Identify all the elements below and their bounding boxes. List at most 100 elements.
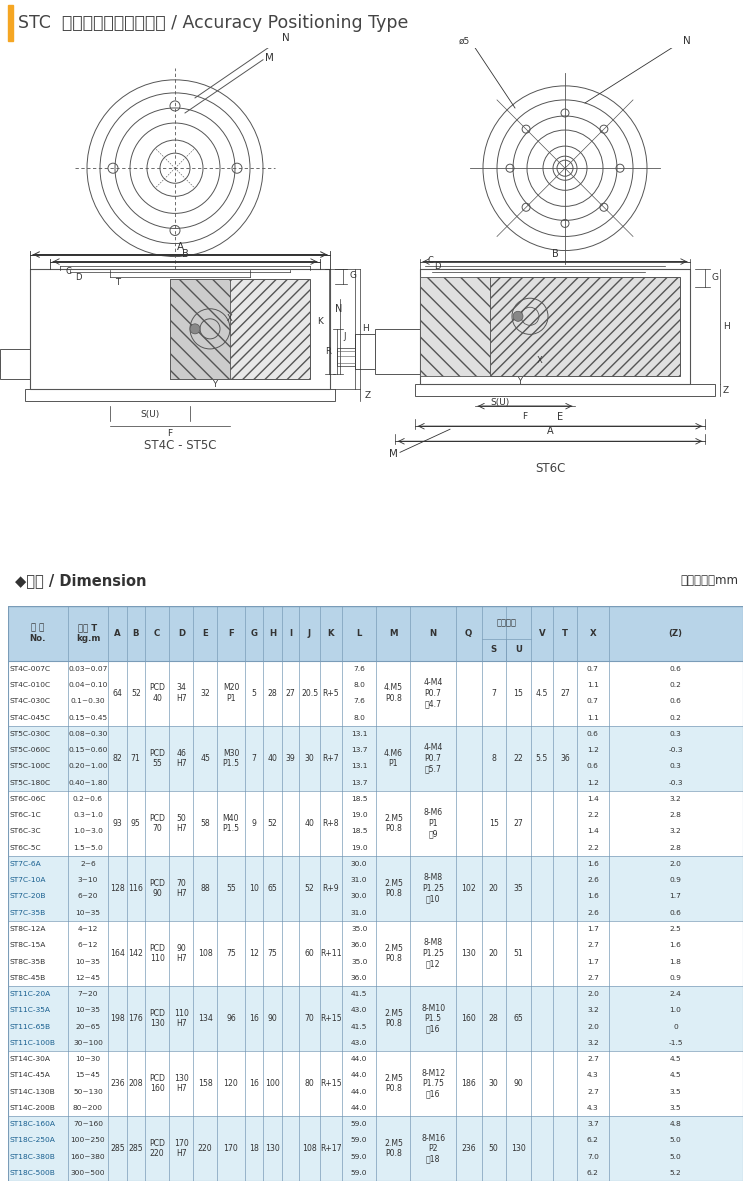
Text: 35.0: 35.0 [351,926,368,932]
Text: 70
H7: 70 H7 [176,879,187,898]
Text: 2.M5
P0.8: 2.M5 P0.8 [384,1139,403,1158]
Text: ST6C-06C: ST6C-06C [10,796,46,802]
Text: 34
H7: 34 H7 [176,684,187,703]
Text: M20
P1: M20 P1 [223,684,239,703]
Text: Y: Y [518,377,523,385]
Text: 3.2: 3.2 [587,1040,598,1046]
Text: 2.2: 2.2 [587,812,598,818]
Text: 70~160: 70~160 [73,1121,103,1127]
Text: A: A [176,241,184,252]
Text: ST5C-030C: ST5C-030C [10,731,51,737]
Text: 0.6: 0.6 [670,910,682,916]
Text: 4.M5
P0.8: 4.M5 P0.8 [384,684,403,703]
Text: ◆尺寸 / Dimension: ◆尺寸 / Dimension [15,574,146,588]
Text: 220: 220 [198,1144,212,1154]
Text: 59.0: 59.0 [351,1170,368,1176]
Text: Z: Z [365,390,371,400]
Text: 110
H7: 110 H7 [174,1009,189,1028]
Text: 0.15~0.60: 0.15~0.60 [68,747,108,753]
Bar [490,277,680,376]
Bar [8,5,13,41]
Text: 4.8: 4.8 [670,1121,682,1127]
Text: 82: 82 [112,754,122,762]
Text: 6.2: 6.2 [587,1137,598,1143]
Text: K: K [317,317,323,326]
Text: 16: 16 [249,1014,259,1022]
Text: X: X [537,357,543,365]
Text: N: N [282,32,290,43]
Text: H: H [723,322,730,330]
Text: 0.7: 0.7 [587,666,598,672]
Bar [375,329,420,375]
Bar [8,791,742,855]
Text: 6.2: 6.2 [587,1170,598,1176]
Text: 2.7: 2.7 [587,942,598,948]
Text: S: S [490,645,496,654]
Text: E: E [557,413,563,422]
Text: 扭力 T
kg.m: 扭力 T kg.m [76,624,100,643]
Text: 170: 170 [224,1144,238,1154]
Text: 4.3: 4.3 [587,1105,598,1111]
Text: 44.0: 44.0 [351,1056,368,1062]
Text: ST14C-200B: ST14C-200B [10,1105,56,1111]
Text: C: C [427,255,433,265]
Text: 5.2: 5.2 [670,1170,682,1176]
Text: A: A [114,629,121,638]
Text: 198: 198 [110,1014,125,1022]
Text: 4-M4
P0.7
深4.7: 4-M4 P0.7 深4.7 [424,679,442,709]
Text: ST4C-030C: ST4C-030C [10,698,51,704]
Text: 12: 12 [249,948,259,958]
Text: 164: 164 [110,948,125,958]
Text: 2.0: 2.0 [670,861,682,867]
Text: PCD
160: PCD 160 [149,1074,165,1093]
Text: 7.6: 7.6 [353,666,365,672]
Text: 13.7: 13.7 [351,747,368,753]
Text: 1.0: 1.0 [670,1007,682,1013]
Text: 6~12: 6~12 [78,942,98,948]
Text: 30.0: 30.0 [351,861,368,867]
Text: 96: 96 [226,1014,236,1022]
Text: 208: 208 [128,1078,143,1088]
Text: 1.1: 1.1 [587,682,598,688]
Text: G: G [712,273,719,282]
Text: X: X [227,314,232,323]
Text: 8-M16
P2
深18: 8-M16 P2 深18 [421,1133,446,1163]
Text: 2.6: 2.6 [587,910,598,916]
Text: ST7C-35B: ST7C-35B [10,910,46,916]
Text: 134: 134 [198,1014,213,1022]
Text: R+9: R+9 [322,884,339,892]
Text: R+7: R+7 [322,754,339,762]
Text: 5.0: 5.0 [670,1137,682,1143]
Text: 0.2: 0.2 [670,682,682,688]
Text: 186: 186 [461,1078,476,1088]
Text: 59.0: 59.0 [351,1121,368,1127]
Text: 0.6: 0.6 [587,764,598,769]
Text: 28: 28 [489,1014,499,1022]
Text: 50~130: 50~130 [73,1089,103,1095]
Text: 1.7: 1.7 [670,894,682,900]
Text: 4~12: 4~12 [78,926,98,932]
Text: 2.6: 2.6 [587,877,598,883]
Text: 7~20: 7~20 [78,991,98,997]
Text: 44.0: 44.0 [351,1089,368,1095]
Text: 52: 52 [131,688,141,698]
Text: PCD
90: PCD 90 [149,879,165,898]
Text: 50
H7: 50 H7 [176,814,187,833]
Text: M40
P1.5: M40 P1.5 [223,814,239,833]
Text: 2.5: 2.5 [670,926,682,932]
Text: 59.0: 59.0 [351,1154,368,1160]
Text: 45: 45 [200,754,210,762]
Text: 19.0: 19.0 [351,812,368,818]
Text: 130
H7: 130 H7 [174,1074,189,1093]
Text: ST7C-10A: ST7C-10A [10,877,46,883]
Text: 236: 236 [461,1144,476,1154]
Text: 41.5: 41.5 [351,991,368,997]
Text: 1.7: 1.7 [587,958,598,964]
Text: 80~200: 80~200 [73,1105,103,1111]
Text: 93: 93 [112,818,122,828]
Text: 孔徑範圍: 孔徑範圍 [496,618,516,628]
Text: 8: 8 [491,754,496,762]
Text: PCD
55: PCD 55 [149,748,165,768]
Text: 31.0: 31.0 [351,877,368,883]
Text: 35.0: 35.0 [351,958,368,964]
